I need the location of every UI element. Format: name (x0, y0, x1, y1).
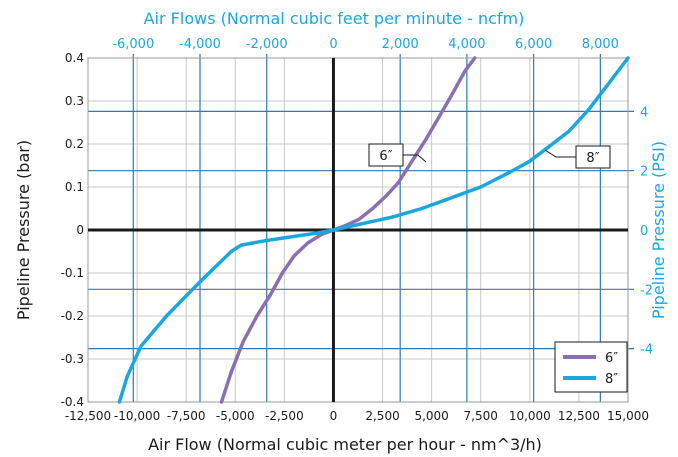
x2-tick-label: 8,000 (582, 37, 619, 52)
x-tick-label: -2,500 (265, 409, 304, 423)
y-tick-label: -0.1 (61, 266, 84, 280)
x2-tick-label: 6,000 (515, 37, 552, 52)
legend-box (554, 341, 628, 393)
x-tick-label: -5,000 (216, 409, 255, 423)
legend-label-6in: 6″ (605, 351, 618, 366)
y-tick-label: 0.2 (65, 137, 84, 151)
x-tick-label: -7,500 (167, 409, 206, 423)
callout-leader-6in (403, 154, 427, 163)
y2-tick-label: -4 (640, 343, 653, 358)
x-tick-label: -12,500 (65, 409, 111, 423)
x-axis-label: Air Flow (Normal cubic meter per hour - … (148, 435, 542, 454)
x-tick-label: 12,500 (558, 409, 600, 423)
y-axis-right-label: Pipeline Pressure (PSI) (649, 141, 668, 319)
x2-tick-label: 4,000 (448, 37, 485, 52)
y-tick-label: 0 (76, 223, 84, 237)
y-tick-label: -0.4 (61, 395, 84, 409)
x-tick-label: 2,500 (365, 409, 399, 423)
x-tick-label: 15,000 (607, 409, 649, 423)
x-tick-label: 5,000 (414, 409, 448, 423)
y2-tick-label: 2 (640, 165, 648, 180)
series-layer (117, 56, 630, 404)
x-tick-label: 7,500 (464, 409, 498, 423)
x2-tick-label: 0 (329, 37, 337, 52)
callout-label-8in: 8″ (586, 151, 599, 166)
chart-title: Air Flows (Normal cubic feet per minute … (144, 9, 525, 28)
x2-tick-label: -2,000 (246, 37, 288, 52)
y-tick-label: -0.3 (61, 352, 84, 366)
x2-tick-label: -6,000 (112, 37, 154, 52)
x2-tick-label: 2,000 (382, 37, 419, 52)
x-tick-label: 10,000 (509, 409, 551, 423)
legend-label-8in: 8″ (605, 372, 618, 387)
legend: 6″ 8″ (554, 341, 628, 393)
grid-layer (87, 54, 634, 403)
callout-label-6in: 6″ (379, 149, 392, 164)
y-axis-label: Pipeline Pressure (bar) (14, 140, 33, 320)
axis-layer: -12,500 -10,000 -7,500 -5,000 -2,500 0 2,500 5,… (61, 37, 653, 423)
callout-box-6in (368, 143, 404, 167)
y2-tick-label: -2 (640, 283, 653, 298)
y-tick-label: 0.1 (65, 180, 84, 194)
x2-tick-label: -4,000 (179, 37, 221, 52)
x-tick-label: -10,000 (114, 409, 160, 423)
callout-leader-8in (544, 149, 576, 158)
y-tick-label: 0.3 (65, 94, 84, 108)
y-tick-label: -0.2 (61, 309, 84, 323)
y2-tick-label: 0 (640, 224, 648, 239)
series-line-8in (117, 56, 630, 404)
y-tick-label: 0.4 (65, 51, 84, 65)
y2-tick-label: 4 (640, 105, 648, 120)
callout-box-8in (575, 145, 611, 169)
annotation-layer: 6″ 8″ (368, 143, 611, 169)
x-tick-label: 0 (330, 409, 338, 423)
